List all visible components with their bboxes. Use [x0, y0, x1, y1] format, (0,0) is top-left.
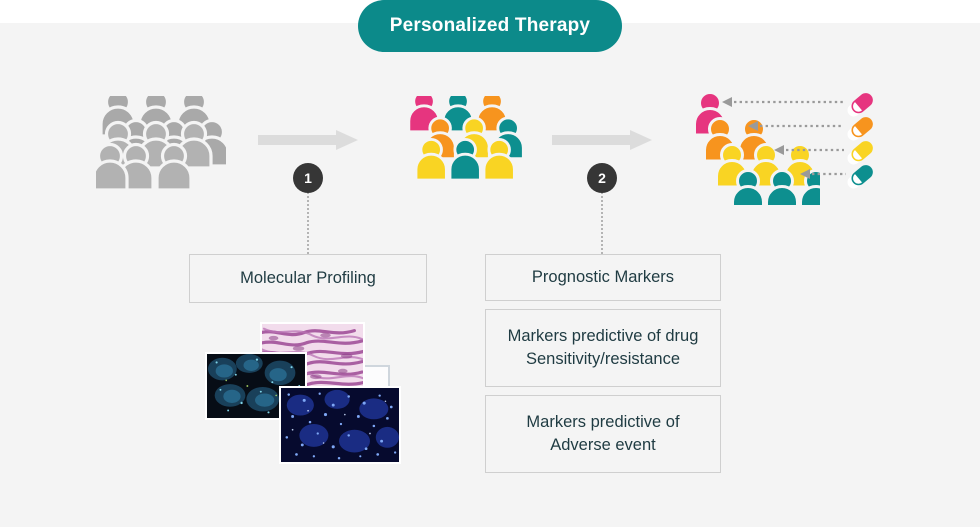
- step-badge-1: 1: [293, 163, 323, 193]
- info-box-predictive-adverse-text: Markers predictive of Adverse event: [526, 412, 680, 454]
- drug-match-arrow-teal: [800, 168, 846, 180]
- flow-arrow-1: [258, 130, 358, 150]
- info-box-molecular-profiling-text: Molecular Profiling: [240, 268, 376, 287]
- info-box-prognostic-markers[interactable]: Prognostic Markers: [485, 254, 721, 301]
- drug-match-arrow-yellow: [774, 144, 844, 156]
- step-badge-2-label: 2: [598, 170, 606, 186]
- drug-match-arrow-orange: [748, 120, 844, 132]
- dapi-nuclei-image: [279, 386, 401, 464]
- drug-capsule-orange: [847, 112, 877, 142]
- drug-match-arrow-pink: [722, 96, 844, 108]
- info-box-predictive-drug[interactable]: Markers predictive of drug Sensitivity/r…: [485, 309, 721, 387]
- flow-arrow-2: [552, 130, 652, 150]
- info-box-predictive-adverse[interactable]: Markers predictive of Adverse event: [485, 395, 721, 473]
- drug-capsule-teal: [847, 160, 877, 190]
- drug-capsule-pink: [847, 88, 877, 118]
- info-box-prognostic-markers-text: Prognostic Markers: [531, 267, 675, 286]
- title-pill: Personalized Therapy: [358, 0, 622, 52]
- molecularly-profiled-population: [400, 96, 525, 181]
- assay-image-collage: [205, 320, 405, 470]
- step-1-stem: [307, 188, 309, 254]
- info-box-predictive-drug-text: Markers predictive of drug Sensitivity/r…: [507, 326, 699, 368]
- page-title: Personalized Therapy: [389, 15, 591, 36]
- drug-capsule-yellow: [847, 136, 877, 166]
- step-badge-1-label: 1: [304, 170, 312, 186]
- info-box-molecular-profiling[interactable]: Molecular Profiling: [189, 254, 427, 303]
- unselected-patient-population: [96, 96, 226, 191]
- step-badge-2: 2: [587, 163, 617, 193]
- step-2-stem: [601, 188, 603, 254]
